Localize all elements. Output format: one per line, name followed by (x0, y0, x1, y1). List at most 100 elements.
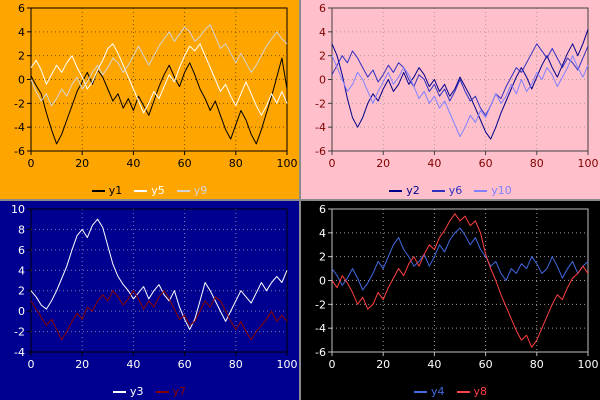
series-line-y3 (30, 218, 288, 330)
x-tick-label: 20 (376, 358, 390, 371)
x-tick-label: 0 (329, 358, 336, 371)
series-line-y8 (331, 213, 589, 348)
series-line-y1 (30, 57, 288, 145)
legend-item-y5: y5 (134, 184, 165, 197)
x-tick-label: 0 (329, 157, 336, 170)
y-tick-label: 2 (18, 50, 25, 63)
y-tick-label: -2 (315, 97, 326, 110)
legend-label-y2: y2 (406, 184, 420, 197)
legend-swatch-y10 (474, 189, 488, 192)
series-line-y4 (331, 227, 589, 291)
legend-swatch-y9 (176, 189, 190, 192)
x-tick-label: 20 (75, 358, 89, 371)
y-tick-label: 2 (18, 285, 25, 298)
x-tick-label: 0 (28, 358, 35, 371)
series-line-y7 (30, 290, 288, 341)
x-tick-label: 80 (229, 157, 243, 170)
y-tick-label: 0 (18, 74, 25, 87)
legend-top-left: y1 y5 y9 (0, 184, 299, 197)
legend-swatch-y3 (112, 390, 126, 393)
y-tick-label: -6 (14, 145, 25, 158)
chart-panel-bottom-right: 0 20 40 60 80 100 6 4 2 0 -2 -4 -6 y4 y8 (301, 201, 600, 400)
x-tick-label: 100 (578, 358, 599, 371)
y-tick-label: 4 (18, 264, 25, 277)
legend-swatch-y5 (134, 189, 148, 192)
legend-label-y10: y10 (491, 184, 512, 197)
x-tick-label: 60 (479, 358, 493, 371)
legend-swatch-y8 (456, 390, 470, 393)
y-tick-label: -4 (315, 121, 326, 134)
y-tick-label: -2 (14, 326, 25, 339)
x-tick-label: 20 (376, 157, 390, 170)
x-tick-label: 40 (126, 157, 140, 170)
plot-frame (331, 7, 589, 152)
legend-top-right: y2 y6 y10 (301, 184, 600, 197)
legend-swatch-y2 (389, 189, 403, 192)
legend-bottom-right: y4 y8 (301, 385, 600, 398)
x-tick-label: 80 (530, 157, 544, 170)
y-tick-label: -2 (14, 97, 25, 110)
y-tick-label: 0 (319, 275, 326, 288)
x-tick-label: 60 (479, 157, 493, 170)
chart-panel-top-left: 0 20 40 60 80 100 6 4 2 0 -2 -4 -6 y1 y5 y9 (0, 0, 299, 199)
legend-label-y8: y8 (473, 385, 488, 398)
x-tick-label: 40 (126, 358, 140, 371)
series-line-y9 (30, 24, 288, 107)
chart-panel-bottom-left: 0 20 40 60 80 100 10 8 6 4 2 0 -2 -4 y3 y7 (0, 201, 299, 400)
y-tick-label: -4 (14, 121, 25, 134)
x-tick-label: 80 (229, 358, 243, 371)
legend-item-y9: y9 (176, 184, 208, 197)
legend-item-y1: y1 (91, 184, 123, 197)
y-tick-label: -6 (315, 346, 326, 359)
legend-swatch-y6 (431, 189, 445, 192)
legend-swatch-y7 (155, 390, 169, 393)
y-tick-label: 4 (319, 227, 326, 240)
y-tick-label: 4 (18, 26, 25, 39)
y-tick-label: 4 (319, 26, 326, 39)
series-line-y2 (331, 29, 589, 140)
series-line-y6 (331, 43, 589, 116)
y-tick-label: 0 (18, 305, 25, 318)
legend-swatch-y4 (413, 390, 427, 393)
y-tick-label: 2 (319, 251, 326, 264)
x-tick-label: 60 (178, 157, 192, 170)
y-tick-label: 0 (319, 74, 326, 87)
legend-label-y9: y9 (193, 184, 208, 197)
legend-item-y8: y8 (456, 385, 488, 398)
legend-item-y4: y4 (413, 385, 445, 398)
x-tick-label: 100 (277, 358, 298, 371)
legend-label-y6: y6 (448, 184, 463, 197)
x-tick-label: 0 (28, 157, 35, 170)
y-tick-label: 6 (18, 2, 25, 15)
x-tick-label: 40 (427, 157, 441, 170)
legend-bottom-left: y3 y7 (0, 385, 299, 398)
legend-label-y3: y3 (129, 385, 144, 398)
y-tick-label: -4 (14, 346, 25, 359)
legend-swatch-y1 (91, 189, 105, 192)
legend-label-y1: y1 (108, 184, 123, 197)
y-tick-label: 6 (319, 2, 326, 15)
y-tick-label: -6 (315, 145, 326, 158)
legend-label-y4: y4 (430, 385, 445, 398)
series-line-y5 (30, 43, 288, 116)
legend-item-y6: y6 (431, 184, 463, 197)
legend-item-y10: y10 (474, 184, 512, 197)
y-tick-label: 8 (18, 223, 25, 236)
legend-label-y5: y5 (151, 184, 165, 197)
y-tick-label: -4 (315, 322, 326, 335)
series-line-y10 (331, 55, 589, 138)
y-tick-label: 2 (319, 50, 326, 63)
x-tick-label: 80 (530, 358, 544, 371)
legend-label-y7: y7 (172, 385, 187, 398)
legend-item-y3: y3 (112, 385, 144, 398)
x-tick-label: 40 (427, 358, 441, 371)
x-tick-label: 20 (75, 157, 89, 170)
x-tick-label: 100 (277, 157, 298, 170)
chart-panel-top-right: 0 20 40 60 80 100 6 4 2 0 -2 -4 -6 y2 y6 y10 (301, 0, 600, 199)
plot-frame (30, 208, 288, 353)
legend-item-y7: y7 (155, 385, 187, 398)
